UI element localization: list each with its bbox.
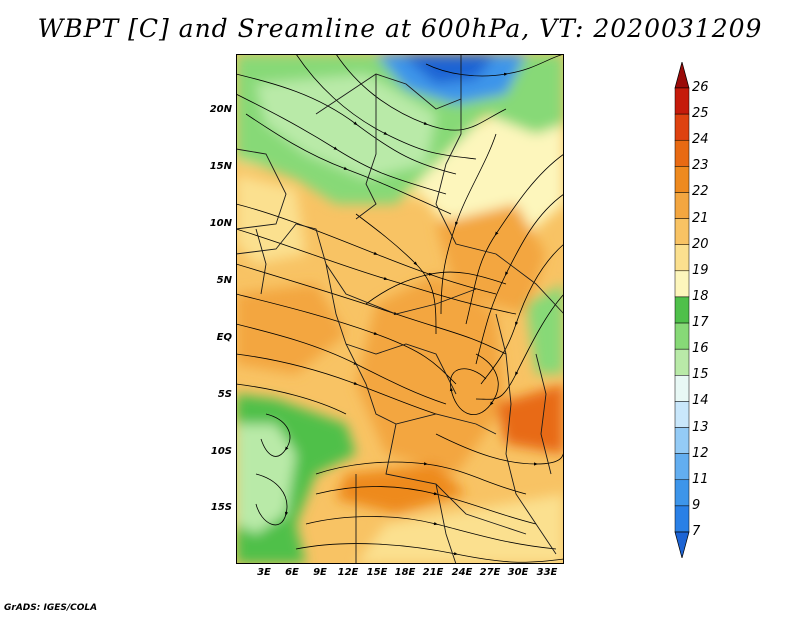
colorbar-label: 18 bbox=[692, 288, 709, 304]
colorbar-label: 23 bbox=[692, 158, 709, 174]
grads-credit: GrADS: IGES/COLA bbox=[4, 603, 98, 613]
wbpt-22-south bbox=[336, 464, 466, 514]
colorbar-segment bbox=[674, 139, 690, 167]
colorbar-segment bbox=[674, 113, 690, 141]
colorbar-label: 17 bbox=[692, 315, 709, 331]
colorbar-bottom-arrow bbox=[674, 531, 690, 558]
wbpt-21-core-east bbox=[436, 204, 546, 314]
lat-label-10s: 10S bbox=[210, 446, 232, 457]
colorbar-segment bbox=[674, 296, 690, 324]
map-title: WBPT [C] and Sreamline at 600hPa, VT: 20… bbox=[37, 14, 763, 43]
colorbar-label: 15 bbox=[692, 367, 709, 383]
colorbar-label: 7 bbox=[692, 524, 701, 539]
colorbar-segment bbox=[674, 375, 690, 402]
colorbar bbox=[674, 62, 690, 558]
wbpt-21-core bbox=[356, 274, 506, 474]
lon-label-6e: 6E bbox=[285, 567, 299, 578]
lat-label-15s: 15S bbox=[210, 502, 232, 513]
lon-label-30e: 30E bbox=[507, 567, 529, 578]
colorbar-segment bbox=[674, 244, 690, 272]
colorbar-segment bbox=[674, 401, 690, 428]
colorbar-segment bbox=[674, 192, 690, 219]
colorbar-segment bbox=[674, 479, 690, 507]
lon-label-27e: 27E bbox=[479, 567, 501, 578]
lat-label-15n: 15N bbox=[209, 161, 232, 172]
wbpt-blue-core bbox=[401, 54, 496, 84]
colorbar-label: 14 bbox=[692, 393, 709, 409]
wbpt-streamline-map bbox=[236, 54, 564, 564]
wbpt-light-green-southwest bbox=[236, 424, 296, 534]
lat-label-5s: 5S bbox=[217, 389, 232, 400]
colorbar-label: 13 bbox=[692, 419, 709, 435]
wbpt-23-east bbox=[496, 384, 564, 454]
lon-label-24e: 24E bbox=[451, 567, 473, 578]
wbpt-light-green-north bbox=[256, 74, 436, 179]
lon-label-21e: 21E bbox=[422, 567, 444, 578]
colorbar-label: 9 bbox=[692, 497, 701, 513]
lon-label-33e: 33E bbox=[536, 567, 558, 578]
colorbar-label: 24 bbox=[692, 132, 709, 148]
colorbar-segment bbox=[674, 427, 690, 454]
lon-label-3e: 3E bbox=[257, 567, 271, 578]
colorbar-segment bbox=[674, 348, 690, 376]
lat-label-eq: EQ bbox=[216, 332, 232, 343]
colorbar-segment bbox=[674, 218, 690, 245]
colorbar-segment bbox=[674, 270, 690, 298]
colorbar-label: 21 bbox=[692, 210, 709, 226]
lon-label-15e: 15E bbox=[366, 567, 388, 578]
country-boundaries bbox=[236, 54, 564, 564]
colorbar-label: 25 bbox=[692, 106, 709, 122]
colorbar-label: 19 bbox=[692, 262, 709, 278]
lon-label-12e: 12E bbox=[337, 567, 359, 578]
colorbar-top-arrow bbox=[674, 62, 690, 89]
colorbar-label: 16 bbox=[692, 341, 709, 357]
colorbar-segment bbox=[674, 322, 690, 350]
colorbar-segment bbox=[674, 453, 690, 481]
wbpt-19-zone-west bbox=[236, 174, 306, 264]
lon-label-18e: 18E bbox=[394, 567, 416, 578]
colorbar-label: 26 bbox=[692, 80, 709, 95]
lat-label-10n: 10N bbox=[209, 218, 232, 229]
wbpt-21-core-west bbox=[236, 284, 346, 374]
map-frame bbox=[236, 54, 564, 564]
colorbar-label: 20 bbox=[692, 236, 709, 252]
colorbar-segment bbox=[674, 166, 690, 193]
colorbar-segment bbox=[674, 87, 690, 115]
wbpt-green-east bbox=[526, 284, 564, 374]
colorbar-label: 11 bbox=[692, 471, 709, 487]
colorbar-segment bbox=[674, 505, 690, 533]
lat-label-20n: 20N bbox=[209, 104, 232, 115]
lat-label-5n: 5N bbox=[216, 275, 232, 286]
lon-label-9e: 9E bbox=[313, 567, 327, 578]
colorbar-label: 12 bbox=[692, 445, 709, 461]
colorbar-label: 22 bbox=[692, 184, 709, 200]
